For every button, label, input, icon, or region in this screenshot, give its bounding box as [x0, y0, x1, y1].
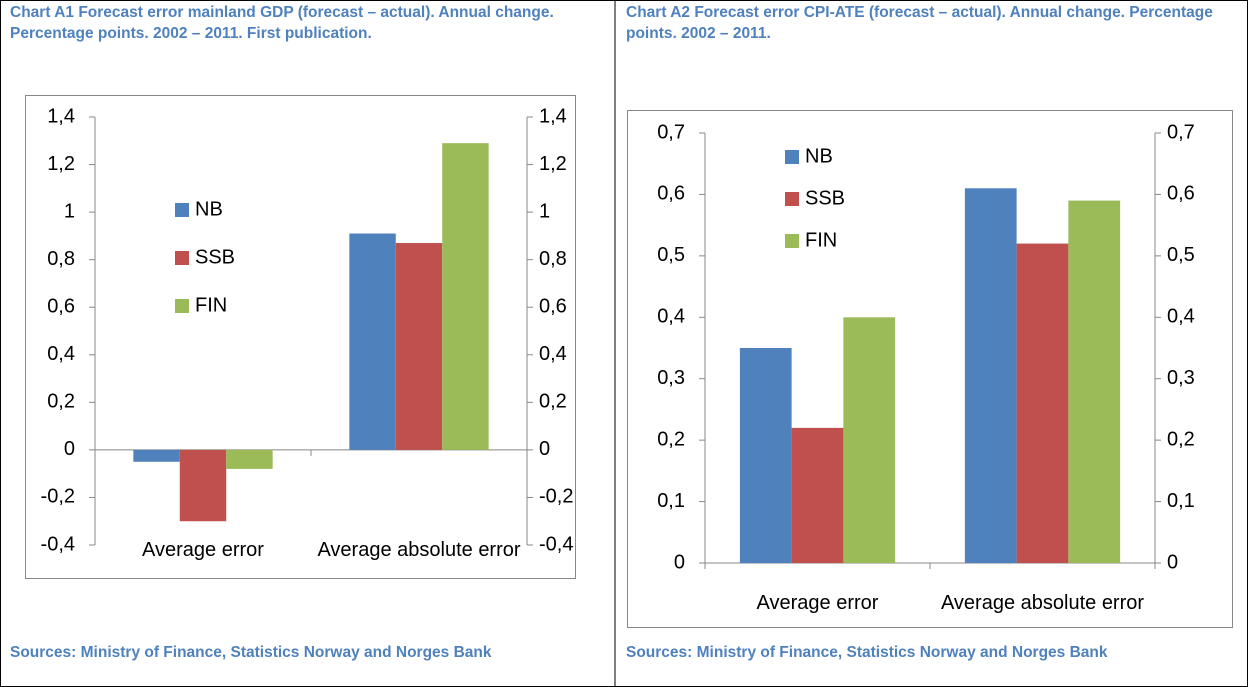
chart-title: Chart A2 Forecast error CPI-ATE (forecas… [626, 4, 1213, 42]
legend-label: NB [805, 145, 833, 167]
chart-title-box: Chart A2 Forecast error CPI-ATE (forecas… [626, 4, 1213, 42]
x-tick-label-box: Average error [142, 539, 264, 561]
y2-tick-label: 0,4 [539, 343, 567, 365]
legend-swatch [175, 203, 189, 217]
y-tick-label: 0,4 [657, 306, 685, 328]
bar [1016, 243, 1069, 564]
chart-source-box: Sources: Ministry of Finance, Statistics… [626, 644, 1108, 661]
legend-swatch [175, 299, 189, 313]
x-tick-label-box: Average error [756, 592, 879, 614]
x-tick-label: Average absolute error [317, 539, 521, 561]
bar [843, 317, 896, 563]
chart-source: Sources: Ministry of Finance, Statistics… [626, 644, 1108, 661]
y2-tick-label: -0,4 [539, 533, 573, 555]
y-tick-label: 0,6 [657, 183, 685, 205]
y-tick-label: 1,4 [47, 105, 75, 127]
bar [179, 449, 227, 522]
legend-label: NB [195, 198, 223, 220]
chart-source-box: Sources: Ministry of Finance, Statistics… [10, 644, 492, 661]
x-tick-label-box: Average absolute error [940, 592, 1145, 614]
x-tick-label: Average error [142, 539, 264, 561]
bar [442, 143, 489, 450]
y-tick-label: 0 [64, 438, 75, 460]
y-tick-label: 0,1 [657, 490, 685, 512]
bar [739, 348, 792, 563]
y2-tick-label: 0,6 [539, 296, 567, 318]
legend-swatch [785, 150, 799, 164]
y2-tick-label: 0 [1167, 551, 1178, 573]
y2-tick-label: 1,4 [539, 105, 567, 127]
y2-tick-label: 0,2 [1167, 428, 1195, 450]
legend-swatch [785, 192, 799, 206]
x-tick-label: Average absolute error [940, 592, 1145, 614]
y-tick-label: 0,5 [657, 244, 685, 266]
bar [791, 427, 844, 563]
chart-title: Chart A1 Forecast error mainland GDP (fo… [10, 4, 554, 42]
y-tick-label: 1 [64, 200, 75, 222]
bar [133, 449, 180, 462]
chart-source: Sources: Ministry of Finance, Statistics… [10, 644, 492, 661]
chart-title-box: Chart A1 Forecast error mainland GDP (fo… [10, 4, 554, 42]
legend-swatch [175, 251, 189, 265]
x-tick-label: Average error [756, 592, 879, 614]
bar [226, 449, 273, 469]
chart-frame [25, 95, 576, 579]
bar [964, 188, 1017, 564]
y-tick-label: 0,3 [657, 367, 685, 389]
y-tick-label: 0,8 [47, 248, 75, 270]
legend-swatch [785, 234, 799, 248]
bar [395, 243, 443, 450]
legend-label: SSB [805, 187, 845, 209]
y-tick-label: 1,2 [47, 153, 75, 175]
y2-tick-label: 0,6 [1167, 183, 1195, 205]
y2-tick-label: 0 [539, 438, 550, 460]
legend-label: FIN [195, 294, 227, 316]
y2-tick-label: 0,8 [539, 248, 567, 270]
x-tick-label-box: Average absolute error [317, 539, 521, 561]
chart-frame [627, 110, 1233, 628]
y2-tick-label: 0,4 [1167, 306, 1195, 328]
y-tick-label: 0,2 [657, 428, 685, 450]
bar [349, 233, 396, 450]
y-tick-label: -0,4 [41, 533, 75, 555]
y2-tick-label: 0,3 [1167, 367, 1195, 389]
bar [1068, 200, 1121, 564]
y-tick-label: -0,2 [41, 486, 75, 508]
y2-tick-label: 1 [539, 200, 550, 222]
y2-tick-label: 1,2 [539, 153, 567, 175]
y2-tick-label: -0,2 [539, 486, 573, 508]
legend-label: FIN [805, 229, 837, 251]
y2-tick-label: 0,2 [539, 391, 567, 413]
y-tick-label: 0,7 [657, 121, 685, 143]
y2-tick-label: 0,1 [1167, 490, 1195, 512]
y-tick-label: 0,6 [47, 296, 75, 318]
y-tick-label: 0 [674, 551, 685, 573]
legend-label: SSB [195, 246, 235, 268]
y-tick-label: 0,4 [47, 343, 75, 365]
y2-tick-label: 0,5 [1167, 244, 1195, 266]
y-tick-label: 0,2 [47, 391, 75, 413]
y2-tick-label: 0,7 [1167, 121, 1195, 143]
